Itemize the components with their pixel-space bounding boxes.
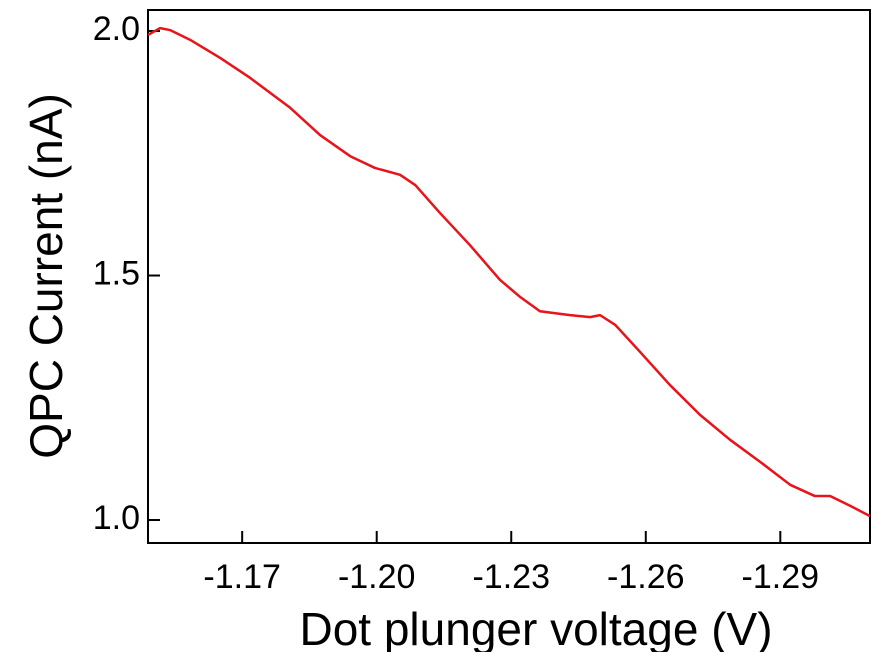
data-line: [147, 26, 871, 518]
y-tick-label: 1.0: [93, 499, 140, 537]
x-tick-label: -1.17: [203, 558, 281, 596]
x-tick-label: -1.29: [742, 558, 820, 596]
x-tick-label: -1.26: [607, 558, 685, 596]
x-tick-label: -1.23: [472, 558, 550, 596]
x-axis-title: Dot plunger voltage (V): [299, 603, 772, 652]
y-tick-label: 2.0: [93, 10, 140, 48]
y-tick-label: 1.5: [93, 255, 140, 293]
y-axis-title: QPC Current (nA): [20, 93, 72, 459]
x-tick-label: -1.20: [338, 558, 416, 596]
plot-frame: [147, 9, 871, 544]
